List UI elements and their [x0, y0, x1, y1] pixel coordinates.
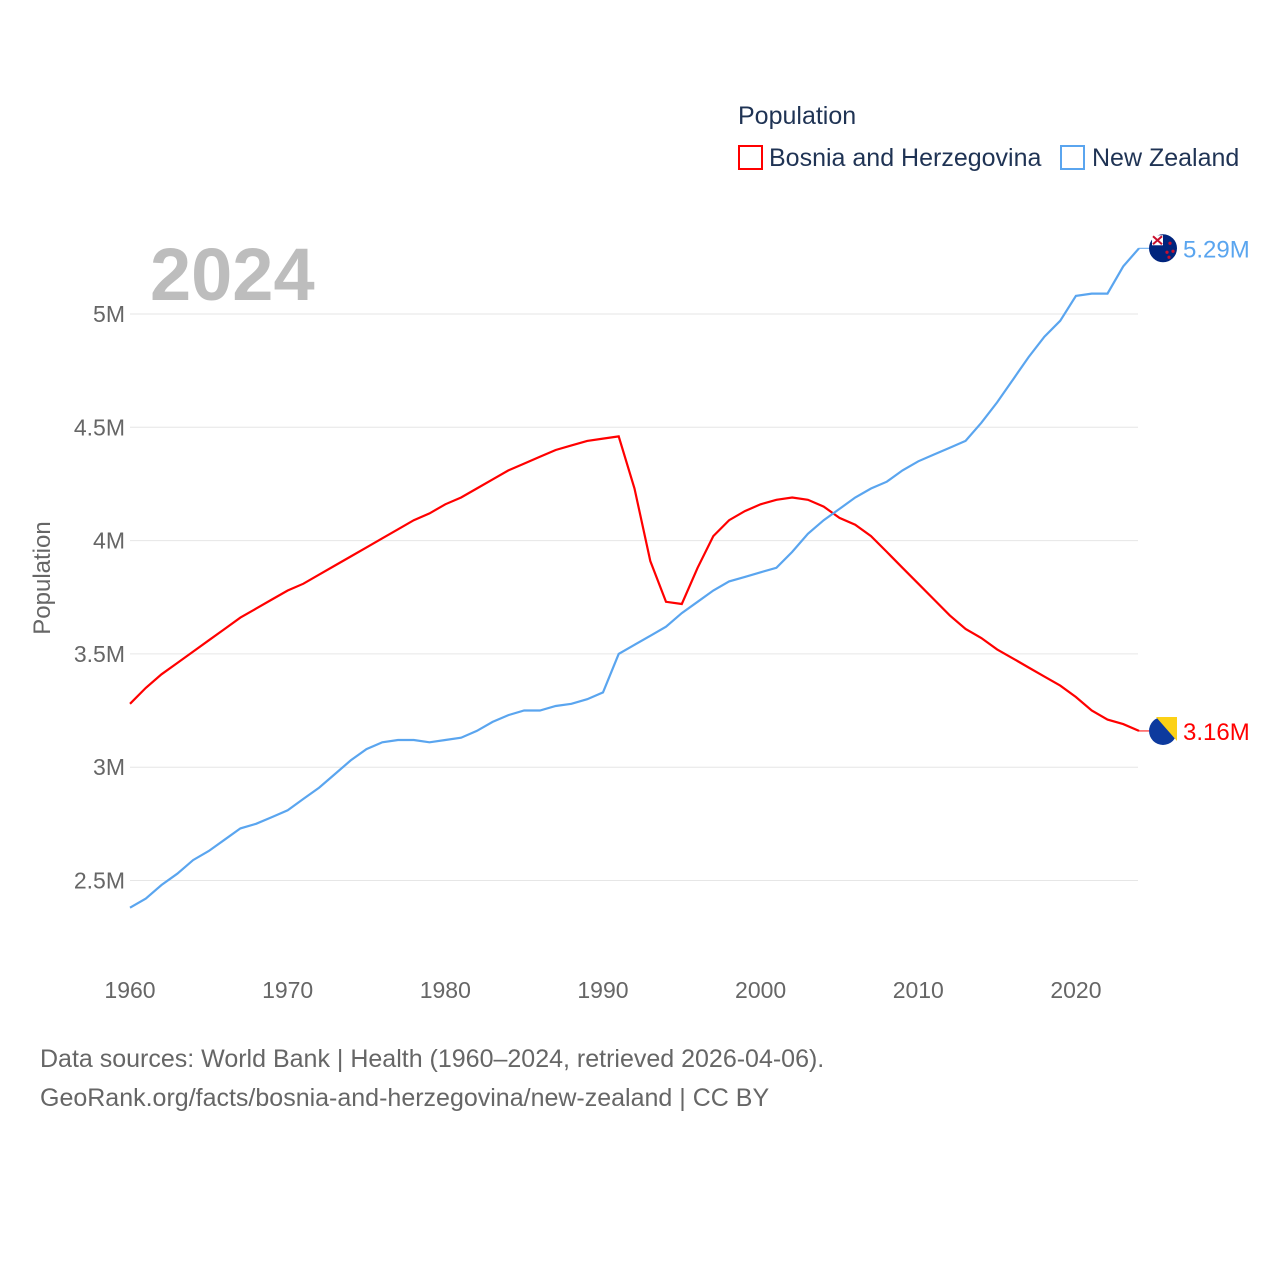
y-tick-label: 4.5M	[74, 414, 125, 440]
data-source-text: Data sources: World Bank | Health (1960–…	[40, 1045, 825, 1073]
legend-item-bosnia[interactable]: Bosnia and Herzegovina	[738, 144, 1041, 172]
attribution-link[interactable]: GeoRank.org/facts/bosnia-and-herzegovina…	[40, 1084, 770, 1112]
end-value-label: 5.29M	[1183, 236, 1250, 263]
legend-title: Population	[738, 102, 856, 130]
legend-label-bosnia: Bosnia and Herzegovina	[769, 144, 1041, 172]
y-axis-ticks: 2.5M 3M 3.5M 4M 4.5M 5M	[74, 301, 125, 894]
x-tick-label: 1980	[420, 977, 471, 1003]
series-line-bosnia	[129, 435, 1140, 732]
x-tick-label: 2020	[1050, 977, 1101, 1003]
y-tick-label: 3.5M	[74, 641, 125, 667]
series-line-new-zealand	[129, 247, 1140, 909]
x-tick-label: 1970	[262, 977, 313, 1003]
x-tick-label: 2000	[735, 977, 786, 1003]
legend-swatch-bosnia	[738, 145, 763, 170]
x-tick-label: 2010	[893, 977, 944, 1003]
year-label: 2024	[150, 233, 315, 316]
y-axis-label: Population	[29, 521, 56, 634]
y-tick-label: 2.5M	[74, 868, 125, 894]
x-tick-label: 1960	[104, 977, 155, 1003]
end-value-label: 3.16M	[1183, 719, 1250, 746]
y-tick-label: 4M	[93, 528, 125, 554]
legend-label-new-zealand: New Zealand	[1092, 144, 1239, 172]
y-tick-label: 3M	[93, 754, 125, 780]
x-axis-ticks: 1960 1970 1980 1990 2000 2010 2020	[104, 977, 1101, 1003]
new-zealand-flag-icon	[1149, 234, 1177, 263]
x-tick-label: 1990	[577, 977, 628, 1003]
y-tick-label: 5M	[93, 301, 125, 327]
grid-lines	[130, 313, 1138, 881]
legend-swatch-new-zealand	[1060, 145, 1085, 170]
bosnia-flag-icon	[1149, 716, 1177, 745]
legend-item-new-zealand[interactable]: New Zealand	[1060, 144, 1239, 172]
